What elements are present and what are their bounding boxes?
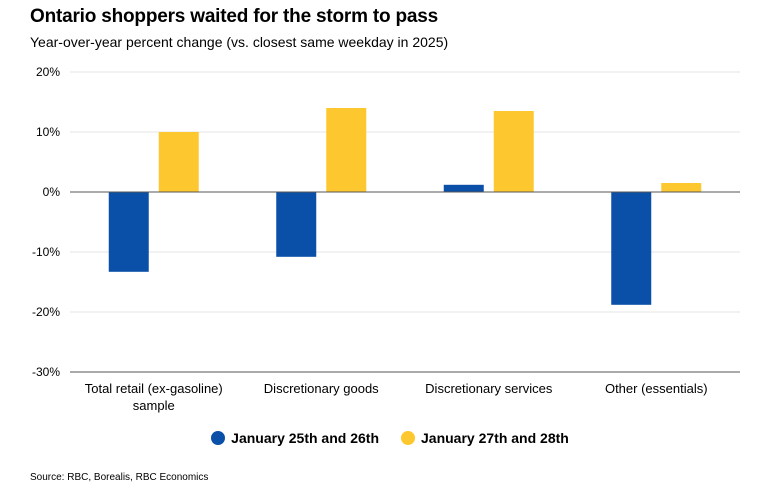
x-tick-label: sample <box>133 398 175 413</box>
bar-2-1 <box>158 132 199 192</box>
y-tick-label: -30% <box>32 365 60 379</box>
bar-chart: 20% 10% 0% -10% -20% -30% Total retail (ex-gas… <box>32 65 740 413</box>
source-note: Source: RBC, Borealis, RBC Economics <box>30 472 209 483</box>
chart-title: Ontario shoppers waited for the storm to… <box>30 6 439 27</box>
legend: January 25th and 26th January 27th and 2… <box>0 430 780 446</box>
y-tick-label: -20% <box>32 305 60 319</box>
y-tick-label: -10% <box>32 245 60 259</box>
bar-1-1 <box>108 192 149 272</box>
bar-1-3 <box>443 184 484 192</box>
bar-1-2 <box>276 192 317 257</box>
x-tick-label: Discretionary goods <box>264 381 379 396</box>
bar-2-3 <box>493 111 534 192</box>
y-tick-label: 10% <box>36 125 60 139</box>
bar-2-4 <box>661 183 702 192</box>
x-tick-label: Discretionary services <box>425 381 553 396</box>
x-tick-label: Other (essentials) <box>605 381 708 396</box>
legend-item-series-2: January 27th and 28th <box>401 430 569 446</box>
legend-swatch-series-2 <box>401 431 415 445</box>
x-tick-label: Total retail (ex-gasoline) <box>85 381 223 396</box>
legend-item-series-1: January 25th and 26th <box>211 430 379 446</box>
legend-label-series-2: January 27th and 28th <box>421 430 569 446</box>
y-tick-label: 20% <box>36 65 60 79</box>
chart-subtitle: Year-over-year percent change (vs. close… <box>30 34 449 50</box>
bar-1-4 <box>611 192 652 305</box>
bar-2-2 <box>326 108 367 192</box>
legend-swatch-series-1 <box>211 431 226 445</box>
y-tick-label: 0% <box>43 185 61 199</box>
legend-label-series-1: January 25th and 26th <box>231 430 379 446</box>
